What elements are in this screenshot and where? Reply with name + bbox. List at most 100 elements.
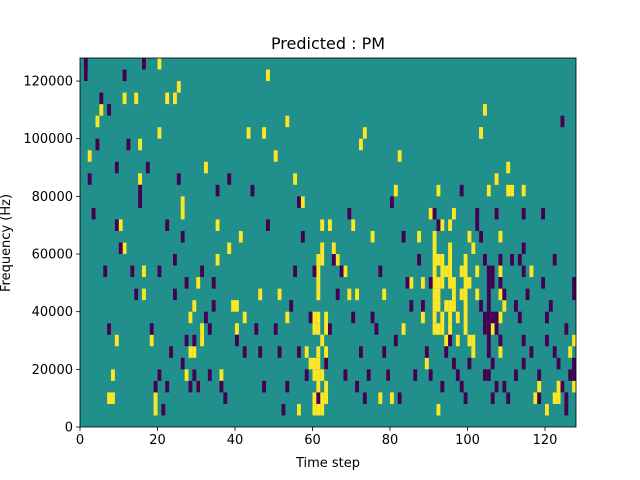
heatmap-cell-low [312, 265, 317, 278]
heatmap-cell-high [463, 323, 468, 335]
heatmap-cell-low [378, 265, 383, 278]
heatmap-cell-high [297, 403, 301, 416]
heatmap-cell-high [157, 127, 162, 139]
heatmap-cell-low [486, 311, 491, 324]
heatmap-cell-high [421, 311, 425, 324]
heatmap-cell-high [192, 346, 197, 358]
heatmap-cell-low [176, 173, 181, 185]
heatmap-cell-high [498, 346, 503, 358]
heatmap-cell-low [494, 323, 499, 335]
heatmap-cell-low [498, 254, 503, 266]
heatmap-cell-low [339, 265, 344, 278]
y-tick-label: 60000 [32, 248, 73, 263]
heatmap-cell-high [440, 323, 445, 335]
heatmap-cell-high [498, 311, 503, 324]
heatmap-cell-low [285, 380, 290, 393]
heatmap-cell-high [471, 242, 476, 255]
heatmap-cell-high [510, 184, 515, 197]
heatmap-cell-high [324, 380, 329, 393]
heatmap-cell-low [262, 380, 267, 393]
heatmap-cell-low [211, 277, 216, 289]
heatmap-cell-low [428, 277, 433, 289]
heatmap-cell-high [552, 392, 557, 404]
x-tick-label: 120 [533, 433, 558, 448]
heatmap-cell-high [173, 92, 177, 105]
heatmap-cell-low [490, 357, 495, 370]
heatmap-cell-low [145, 161, 150, 174]
heatmap-cell-low [448, 334, 453, 347]
heatmap-cell-high [483, 104, 487, 116]
heatmap-cell-low [436, 219, 441, 231]
heatmap-cell-low [405, 277, 410, 289]
heatmap-cell-low [483, 254, 487, 266]
heatmap-cell-high [537, 380, 542, 393]
heatmap-cell-low [483, 323, 487, 335]
heatmap-cell-high [463, 277, 468, 289]
heatmap-cell-low [180, 357, 185, 370]
heatmap-cell-high [134, 92, 139, 105]
heatmap-cell-high [463, 254, 468, 266]
heatmap-cell-low [568, 369, 573, 381]
heatmap-cell-low [521, 242, 526, 255]
heatmap-cell-low [459, 380, 464, 393]
heatmap-cell-high [285, 115, 290, 128]
heatmap-cell-low [467, 357, 472, 370]
heatmap-cell-high [448, 277, 453, 289]
heatmap-cell-high [397, 150, 402, 162]
heatmap-cell-low [514, 369, 518, 381]
heatmap-cell-high [452, 300, 456, 312]
heatmap-cell-high [235, 300, 239, 312]
heatmap-cell-high [545, 403, 549, 416]
heatmap-cell-high [328, 219, 332, 231]
heatmap-cell-high [157, 58, 162, 70]
heatmap-cell-low [486, 334, 491, 347]
heatmap-cell-low [572, 277, 577, 289]
heatmap-cell-low [502, 288, 507, 301]
heatmap-cell-low [432, 207, 437, 220]
heatmap-cell-low [219, 380, 224, 393]
heatmap-cell-low [196, 380, 201, 393]
heatmap-cell-low [494, 207, 499, 220]
heatmap-cell-low [475, 219, 480, 231]
heatmap-cell-high [184, 369, 189, 381]
heatmap-cell-high [180, 196, 185, 208]
heatmap-cell-low [235, 334, 239, 347]
heatmap-cell-high [320, 369, 325, 381]
heatmap-cell-high [316, 323, 321, 335]
heatmap-cell-low [560, 115, 565, 128]
heatmap-cell-high [436, 323, 441, 335]
heatmap-cell-low [537, 392, 542, 404]
heatmap-cell-low [479, 300, 484, 312]
heatmap-cell-high [316, 311, 321, 324]
heatmap-cell-low [393, 334, 398, 347]
heatmap-cell-high [521, 184, 526, 197]
heatmap-cell-low [207, 323, 212, 335]
heatmap-cell-high [149, 334, 154, 347]
heatmap-cell-low [347, 207, 352, 220]
heatmap-cell-low [114, 161, 119, 174]
heatmap-cell-high [494, 173, 499, 185]
heatmap-cell-high [122, 242, 127, 255]
heatmap-cell-low [188, 380, 193, 393]
heatmap-cell-high [320, 392, 325, 404]
heatmap-cell-low [223, 392, 228, 404]
heatmap-cell-high [440, 277, 445, 289]
heatmap-cell-low [382, 346, 387, 358]
heatmap-cell-high [440, 254, 445, 266]
heatmap-cell-high [138, 173, 143, 185]
heatmap-cell-low [545, 334, 549, 347]
heatmap-cell-low [548, 300, 553, 312]
heatmap-cell-low [173, 254, 177, 266]
heatmap-cell-high [114, 334, 119, 347]
heatmap-cell-low [386, 369, 391, 381]
heatmap-cell-high [200, 323, 205, 335]
heatmap-cell-low [149, 323, 154, 335]
heatmap-cell-low [83, 69, 88, 82]
heatmap-cell-low [490, 265, 495, 278]
heatmap-cell-low [173, 288, 177, 301]
heatmap-cell-low [126, 138, 131, 151]
heatmap-cell-high [266, 69, 270, 82]
heatmap-cell-low [289, 300, 294, 312]
heatmap-cell-low [541, 277, 546, 289]
heatmap-cell-low [552, 254, 557, 266]
